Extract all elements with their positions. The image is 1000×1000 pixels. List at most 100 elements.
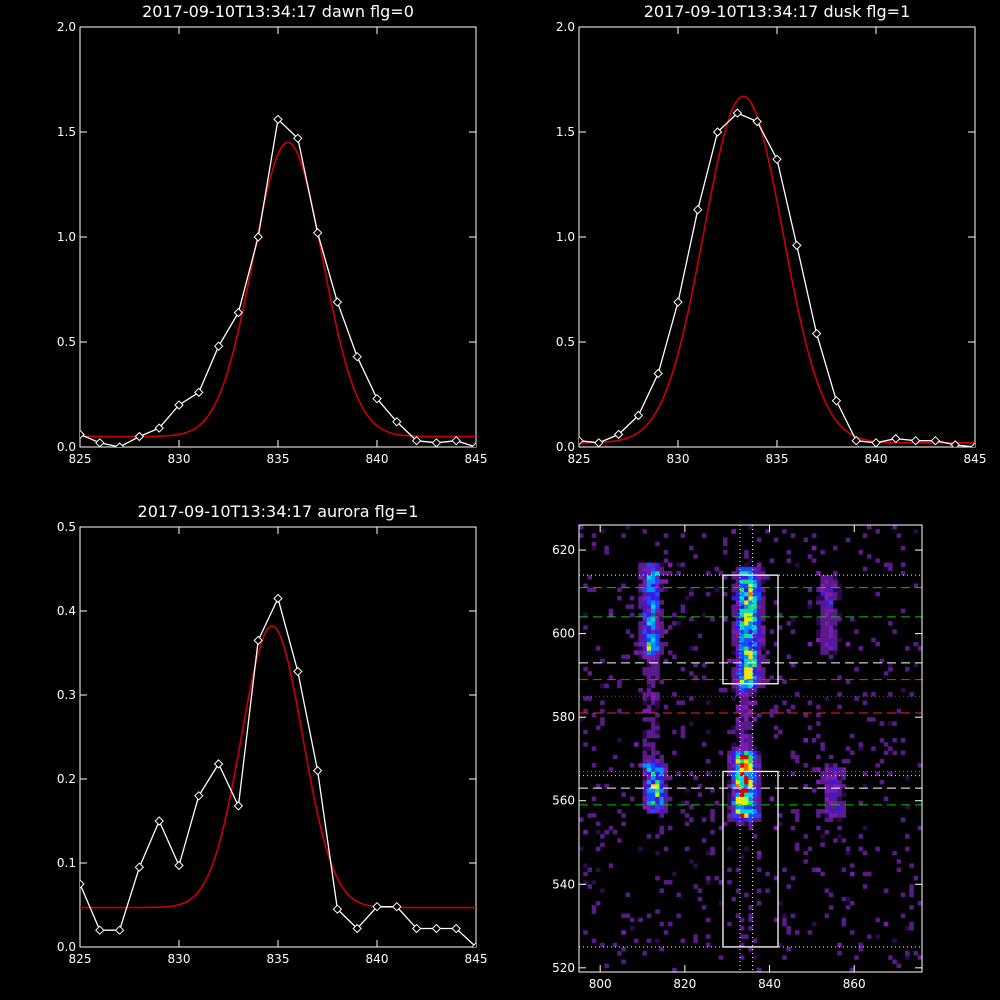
heatmap-cell <box>833 637 838 643</box>
heatmap-cell <box>752 633 758 639</box>
heatmap-cell <box>828 625 834 630</box>
x-tick-label: 845 <box>465 952 488 966</box>
plot-frame <box>79 26 477 448</box>
heatmap-cell <box>638 612 643 618</box>
data-point <box>451 923 461 934</box>
heatmap-cell <box>748 809 753 814</box>
heatmap-cell <box>892 721 897 726</box>
heatmap-cell <box>646 633 652 639</box>
heatmap-cell <box>659 767 664 772</box>
heatmap-cell <box>782 529 787 534</box>
heatmap-cell <box>735 733 741 739</box>
heatmap-cell <box>621 792 626 797</box>
heatmap-cell <box>659 800 664 806</box>
heatmap-cell <box>841 896 847 902</box>
heatmap-cell <box>837 637 842 643</box>
heatmap-cell <box>748 746 753 751</box>
heatmap-cell <box>608 612 614 618</box>
heatmap-cell <box>621 959 626 964</box>
heatmap-cell <box>710 850 715 856</box>
chart-title: 2017-09-10T13:34:17 aurora flg=1 <box>138 502 419 521</box>
heatmap-cell <box>820 579 825 584</box>
heatmap-cell <box>761 591 766 597</box>
heatmap-cell <box>655 650 660 655</box>
heatmap-cell <box>828 591 834 597</box>
heatmap-cell <box>650 758 656 764</box>
heatmap-cell <box>748 725 753 730</box>
x-tick-label: 840 <box>758 977 781 991</box>
heatmap-cell <box>773 704 779 710</box>
heatmap-cell <box>739 700 745 705</box>
heatmap-cell <box>621 913 626 918</box>
heatmap-cell <box>663 558 669 563</box>
heatmap-cell <box>756 625 762 630</box>
heatmap-cell <box>748 704 753 710</box>
heatmap-cell <box>756 809 762 814</box>
heatmap-cell <box>727 800 732 806</box>
heatmap-cell <box>663 784 669 789</box>
heatmap-cell <box>833 616 838 622</box>
heatmap-cell <box>828 641 834 647</box>
heatmap-cell <box>680 725 686 730</box>
heatmap-cell <box>900 608 906 614</box>
heatmap-cell <box>731 675 736 680</box>
x-tick-label: 825 <box>69 452 92 466</box>
heatmap-cell <box>761 637 766 643</box>
heatmap-cell <box>752 717 758 722</box>
heatmap-cell <box>739 671 745 676</box>
heatmap-cell <box>722 537 728 543</box>
heatmap-cell <box>828 788 834 793</box>
heatmap-cell <box>646 938 652 944</box>
heatmap-cell <box>680 729 686 735</box>
heatmap-cell <box>739 637 745 643</box>
heatmap-cell <box>739 729 745 735</box>
heatmap-cell <box>837 704 842 710</box>
heatmap-cell <box>778 729 783 735</box>
heatmap-cell <box>604 545 609 551</box>
heatmap-cell <box>735 637 741 643</box>
heatmap-cell <box>617 708 622 714</box>
heatmap-cell <box>833 788 838 793</box>
heatmap-cell <box>888 721 893 726</box>
heatmap-cell <box>756 679 762 685</box>
heatmap-cell <box>642 708 648 714</box>
heatmap-cell <box>659 608 664 614</box>
heatmap-cell <box>752 813 758 818</box>
heatmap-cell <box>824 575 830 580</box>
heatmap-cell <box>862 850 868 856</box>
heatmap-cell <box>917 900 923 906</box>
heatmap-cell <box>761 608 766 614</box>
heatmap-cell <box>672 967 677 973</box>
heatmap-cell <box>841 917 847 923</box>
heatmap-cell <box>727 796 732 802</box>
heatmap-cell <box>752 792 758 797</box>
heatmap-cell <box>625 525 631 530</box>
heatmap-cell <box>727 809 732 814</box>
heatmap-cell <box>739 804 745 810</box>
heatmap-cell <box>837 675 842 680</box>
heatmap-cell <box>689 545 694 551</box>
heatmap-cell <box>820 742 825 747</box>
heatmap-cell <box>756 771 762 776</box>
heatmap-cell <box>909 863 914 868</box>
heatmap-cell <box>642 792 648 797</box>
heatmap-cell <box>828 796 834 802</box>
heatmap-cell <box>650 763 656 768</box>
heatmap-cell <box>735 621 741 626</box>
heatmap-cell <box>642 771 648 776</box>
heatmap-cell <box>905 804 910 810</box>
heatmap-cell <box>820 646 825 651</box>
heatmap-cell <box>642 625 648 630</box>
heatmap-cell <box>744 650 749 655</box>
heatmap-cell <box>604 784 609 789</box>
heatmap-cell <box>845 537 851 543</box>
y-tick-label: 0.0 <box>57 440 76 454</box>
heatmap-cell <box>748 671 753 676</box>
heatmap-cell <box>646 637 652 643</box>
x-tick-label: 835 <box>766 452 789 466</box>
heatmap-cell <box>773 733 779 739</box>
heatmap-cell <box>748 679 753 685</box>
data-point <box>134 862 145 872</box>
heatmap-cell <box>756 788 762 793</box>
heatmap-cell <box>680 809 686 814</box>
